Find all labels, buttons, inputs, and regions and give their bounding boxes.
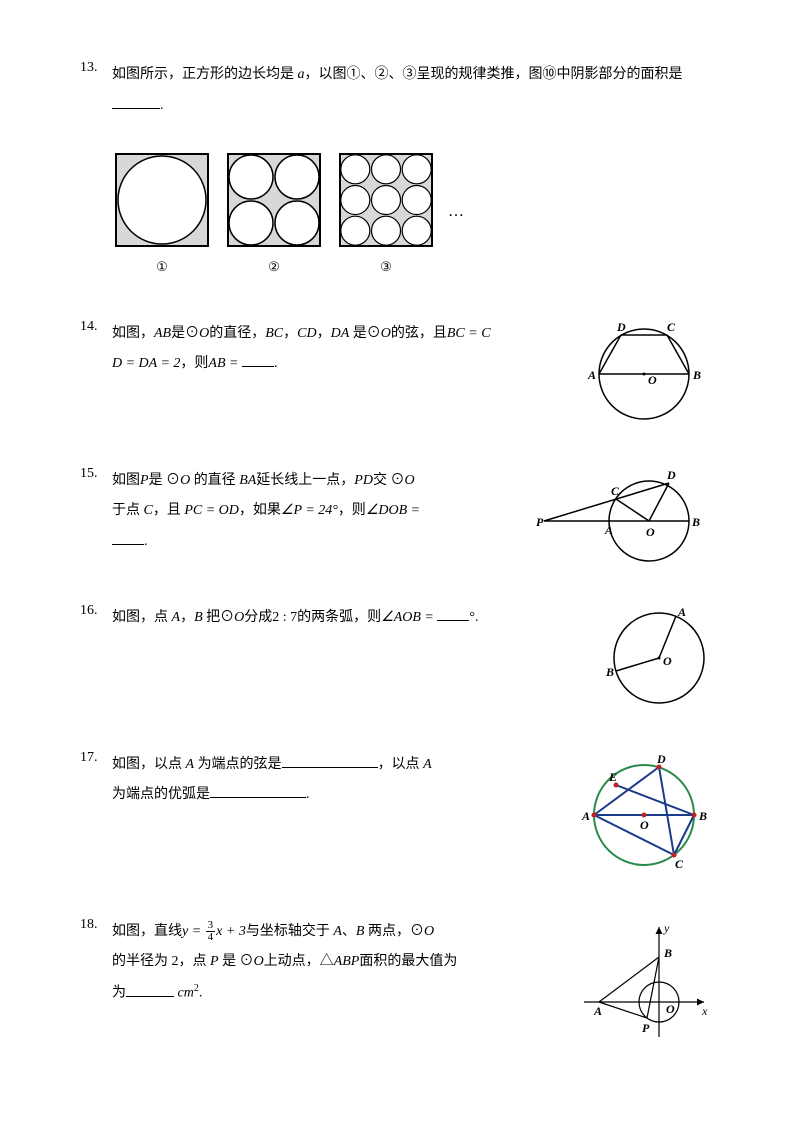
answer-blank — [112, 93, 160, 108]
answer-blank — [282, 752, 378, 767]
svg-text:A: A — [604, 523, 613, 537]
answer-blank — [437, 605, 469, 620]
svg-text:D: D — [666, 468, 676, 482]
svg-text:y: y — [663, 921, 670, 935]
problem-15: 15. 如图P是 ⊙O 的直径 BA延长线上一点，PD交 ⊙O 于点 C，且 P… — [80, 466, 714, 571]
problem-16: 16. 如图，点 A，B 把⊙O分成2 : 7的两条弧，则∠AOB = °. A… — [80, 603, 714, 718]
problem-number: 13. — [80, 60, 112, 76]
svg-text:O: O — [640, 818, 649, 832]
figure-2: ② — [224, 150, 324, 275]
problem-14: 14. 如图，AB是⊙O的直径，BC，CD，DA 是⊙O的弦，且BC = C D… — [80, 319, 714, 434]
ellipsis: … — [448, 203, 464, 221]
figure-18: y x B A O P — [574, 917, 714, 1052]
svg-text:P: P — [536, 515, 544, 529]
svg-text:x: x — [701, 1004, 708, 1018]
problem-text: 如图所示，正方形的边长均是 a，以图①、②、③呈现的规律类推，图⑩中阴影部分的面… — [112, 60, 714, 122]
problem-17: 17. 如图，以点 A 为端点的弦是，以点 A 为端点的优弧是. D — [80, 750, 714, 885]
svg-text:A: A — [587, 368, 596, 382]
figures-row: ① ② — [112, 150, 714, 275]
problem-text: 如图P是 ⊙O 的直径 BA延长线上一点，PD交 ⊙O 于点 C，且 PC = … — [112, 466, 518, 571]
answer-blank — [210, 783, 306, 798]
problem-number: 16. — [80, 603, 112, 619]
figure-16: A B O — [604, 603, 714, 718]
problem-text: 如图，点 A，B 把⊙O分成2 : 7的两条弧，则∠AOB = °. — [112, 603, 588, 718]
svg-text:O: O — [663, 654, 672, 668]
svg-text:E: E — [608, 770, 617, 784]
problem-text: 如图，AB是⊙O的直径，BC，CD，DA 是⊙O的弦，且BC = C D = D… — [112, 319, 558, 434]
figure-1: ① — [112, 150, 212, 275]
svg-text:O: O — [648, 373, 657, 387]
svg-text:B: B — [605, 665, 614, 679]
figure-15: D C P A O B — [534, 466, 714, 571]
figure-14: D C A O B — [574, 319, 714, 434]
problem-number: 14. — [80, 319, 112, 335]
problem-number: 15. — [80, 466, 112, 482]
problem-number: 18. — [80, 917, 112, 933]
svg-text:A: A — [677, 605, 686, 619]
svg-text:B: B — [692, 368, 701, 382]
svg-text:O: O — [646, 525, 655, 539]
svg-text:C: C — [667, 320, 676, 334]
svg-text:A: A — [581, 809, 590, 823]
figure-3: ③ — [336, 150, 436, 275]
answer-blank — [112, 530, 144, 545]
problem-13: 13. 如图所示，正方形的边长均是 a，以图①、②、③呈现的规律类推，图⑩中阴影… — [80, 60, 714, 287]
problem-18: 18. 如图，直线y = 34x + 3与坐标轴交于 A、B 两点，⊙O 的半径… — [80, 917, 714, 1052]
svg-text:D: D — [656, 752, 666, 766]
svg-text:B: B — [691, 515, 700, 529]
problem-text: 如图，直线y = 34x + 3与坐标轴交于 A、B 两点，⊙O 的半径为 2，… — [112, 917, 558, 1052]
answer-blank — [126, 981, 174, 996]
svg-text:O: O — [666, 1002, 675, 1016]
answer-blank — [242, 352, 274, 367]
svg-text:C: C — [611, 484, 620, 498]
problem-text: 如图，以点 A 为端点的弦是，以点 A 为端点的优弧是. — [112, 750, 558, 885]
problem-number: 17. — [80, 750, 112, 766]
svg-text:A: A — [593, 1004, 602, 1018]
svg-text:C: C — [675, 857, 684, 871]
figure-17: D E A O B C — [574, 750, 714, 885]
svg-text:D: D — [616, 320, 626, 334]
svg-text:B: B — [698, 809, 707, 823]
svg-text:B: B — [663, 946, 672, 960]
svg-text:P: P — [642, 1021, 650, 1035]
